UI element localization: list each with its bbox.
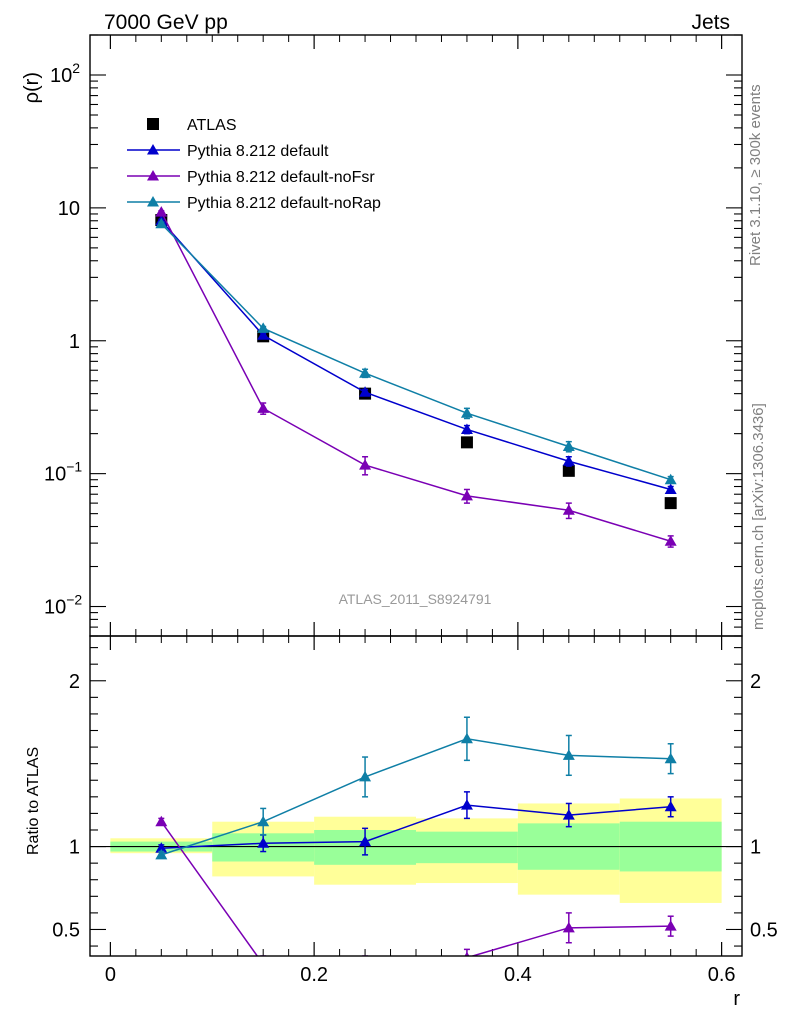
- analysis-label: ATLAS_2011_S8924791: [339, 591, 492, 607]
- marker-pythia-8-212-default: [359, 386, 372, 397]
- ratio-y-tick-label-right: 1: [750, 837, 761, 859]
- x-tick-label: 0.6: [708, 964, 736, 986]
- main-axes: 102 10 1 10−1 10−2: [44, 34, 742, 637]
- line-pythia-8-212-default: [161, 804, 671, 849]
- main-y-tick-label: 10−1: [44, 459, 82, 486]
- marker-pythia-8-212-default: [460, 423, 473, 434]
- legend-marker-pythia-8-212-default: [147, 144, 159, 155]
- legend-label-pythia-8-212-default-norap: Pythia 8.212 default-noRap: [187, 195, 381, 212]
- main-y-tick-label: 102: [50, 60, 80, 87]
- ratio-y-tick-label-left: 2: [69, 671, 80, 693]
- marker-pythia-8-212-default: [664, 800, 677, 812]
- ratio-frame: [89, 635, 743, 957]
- marker-pythia-8-212-default-norap: [155, 217, 168, 229]
- ratio-y-tick-label-right: 0.5: [750, 919, 778, 941]
- marker-pythia-8-212-default-norap: [359, 367, 372, 378]
- marker-pythia-8-212-default: [359, 835, 372, 847]
- marker-pythia-8-212-default-nofsr: [359, 459, 372, 470]
- marker-pythia-8-212-default-norap: [257, 322, 270, 333]
- ratio-y-tick-label-right: 2: [750, 671, 761, 693]
- marker-pythia-8-212-default-nofsr: [664, 920, 677, 931]
- x-tick-label: 0.4: [504, 964, 532, 986]
- marker-pythia-8-212-default: [155, 842, 168, 853]
- main-series: [155, 206, 677, 548]
- marker-pythia-8-212-default: [257, 837, 270, 848]
- line-pythia-8-212-default-norap: [160, 223, 671, 481]
- marker-pythia-8-212-default: [460, 799, 473, 810]
- ratio-uncertainty-bands: [90, 798, 742, 903]
- marker-pythia-8-212-default-norap: [664, 473, 677, 485]
- marker-pythia-8-212-default-norap: [155, 848, 168, 860]
- marker-pythia-8-212-default: [257, 329, 270, 340]
- x-tick-label: 0: [105, 964, 116, 986]
- x-tick-label: 0.2: [300, 964, 328, 986]
- marker-pythia-8-212-default-norap: [664, 752, 677, 764]
- marker-pythia-8-212-default-nofsr: [464, 951, 470, 956]
- main-y-tick-label: 10−2: [44, 592, 82, 619]
- legend-marker-atlas: [147, 118, 159, 130]
- legend-label-pythia-8-212-default-nofsr: Pythia 8.212 default-noFsr: [187, 169, 375, 186]
- x-axis-title: r: [733, 988, 740, 1010]
- main-y-axis-title: ρ(r): [21, 72, 43, 103]
- ratio-series: [155, 716, 677, 969]
- mcplots-label: mcplots.cern.ch [arXiv:1306.3436]: [750, 403, 767, 630]
- legend-marker-pythia-8-212-default-nofsr: [147, 170, 159, 181]
- main-y-tick-label: 10: [58, 198, 80, 220]
- marker-pythia-8-212-default-nofsr: [257, 402, 270, 413]
- marker-pythia-8-212-default: [664, 483, 677, 494]
- marker-pythia-8-212-default-nofsr: [155, 815, 168, 827]
- line-pythia-8-212-default-norap: [161, 738, 671, 856]
- marker-pythia-8-212-default-norap: [359, 770, 372, 782]
- marker-pythia-8-212-default-nofsr: [155, 206, 168, 217]
- legend-label-atlas: ATLAS: [187, 117, 237, 134]
- legend: ATLAS Pythia 8.212 default Pythia 8.212 de…: [127, 117, 381, 212]
- header-left: 7000 GeV pp: [104, 11, 228, 34]
- marker-pythia-8-212-default-nofsr: [359, 958, 371, 969]
- marker-pythia-8-212-default-norap: [562, 440, 575, 452]
- marker-pythia-8-212-default-nofsr: [257, 958, 269, 969]
- ratio-y-axis-title: Ratio to ATLAS: [25, 747, 42, 855]
- marker-pythia-8-212-default: [562, 809, 575, 820]
- green-band-bin: [416, 831, 518, 864]
- ratio-axes: 0 0.2 0.4 0.6 0.5 0.5 1 1 2 2: [52, 636, 778, 986]
- marker-pythia-8-212-default-nofsr: [562, 504, 575, 515]
- ratio-y-tick-label-left: 0.5: [52, 919, 80, 941]
- marker-pythia-8-212-default-nofsr: [664, 535, 677, 546]
- line-pythia-8-212-default-nofsr: [160, 211, 671, 542]
- marker-atlas: [562, 464, 575, 477]
- marker-atlas: [664, 497, 677, 510]
- legend-label-pythia-8-212-default: Pythia 8.212 default: [187, 143, 329, 160]
- line-pythia-8-212-default-nofsr: [160, 821, 671, 956]
- marker-atlas: [460, 436, 473, 449]
- marker-pythia-8-212-default: [562, 455, 575, 466]
- line-pythia-8-212-default: [160, 220, 671, 491]
- marker-pythia-8-212-default-nofsr: [562, 921, 575, 933]
- legend-marker-pythia-8-212-default-norap: [147, 196, 159, 207]
- ratio-y-tick-label-left: 1: [69, 837, 80, 859]
- header-right: Jets: [691, 11, 730, 34]
- marker-pythia-8-212-default-norap: [460, 732, 473, 744]
- marker-pythia-8-212-default-nofsr: [460, 489, 473, 501]
- main-y-tick-label: 1: [69, 331, 80, 353]
- marker-pythia-8-212-default-norap: [460, 407, 473, 418]
- marker-pythia-8-212-default-norap: [562, 749, 575, 760]
- marker-pythia-8-212-default-norap: [257, 815, 270, 827]
- rivet-label: Rivet 3.1.10, ≥ 300k events: [747, 84, 764, 266]
